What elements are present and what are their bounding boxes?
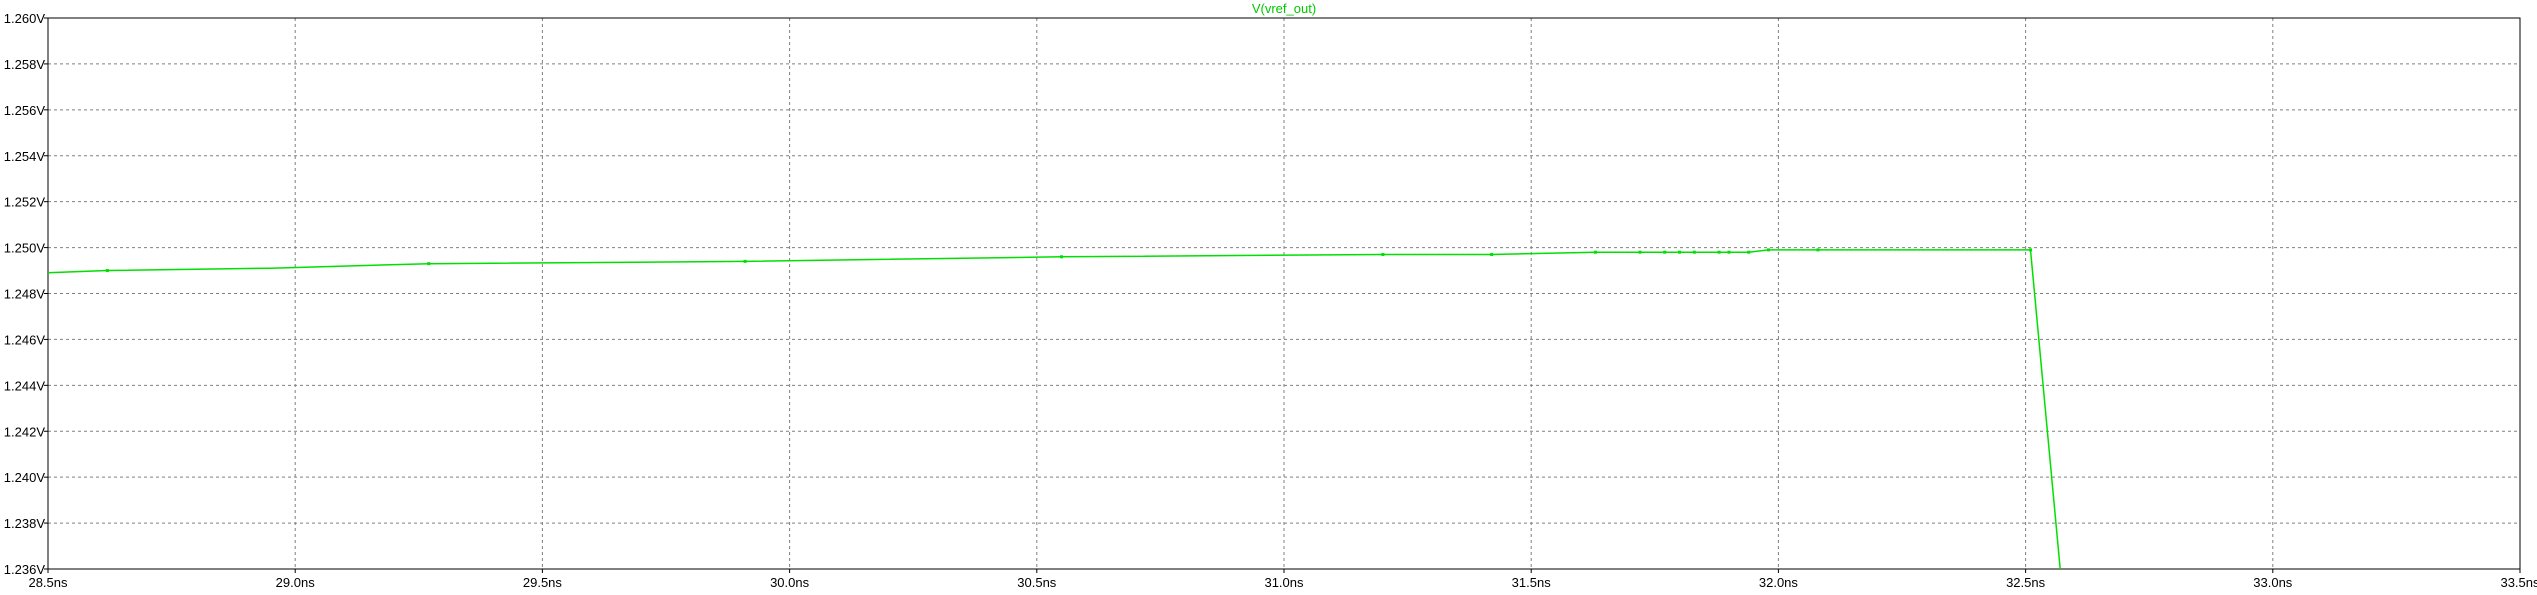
x-tick-label: 31.5ns	[1512, 575, 1552, 590]
x-tick-label: 30.0ns	[770, 575, 810, 590]
y-tick-label: 1.260V	[4, 11, 46, 26]
y-tick-label: 1.238V	[4, 516, 46, 531]
data-point-marker	[1747, 250, 1751, 254]
series-line-vref-out	[47, 249, 2061, 570]
data-point-marker	[743, 259, 747, 263]
y-tick-label: 1.250V	[4, 241, 46, 256]
y-tick-label: 1.256V	[4, 103, 46, 118]
data-point-marker	[427, 262, 431, 266]
data-point-marker	[1663, 250, 1667, 254]
data-point-marker	[1767, 248, 1771, 252]
data-point-marker	[1678, 250, 1682, 254]
x-tick-label: 31.0ns	[1264, 575, 1304, 590]
y-tick-label: 1.252V	[4, 195, 46, 210]
data-point-marker	[1638, 250, 1642, 254]
data-point-marker	[1490, 252, 1494, 256]
y-tick-label: 1.240V	[4, 470, 46, 485]
y-tick-label: 1.236V	[4, 562, 46, 577]
y-tick-label: 1.244V	[4, 378, 46, 393]
axis-tick-labels: 28.5ns 29.0ns 29.5ns 30.0ns 30.5ns 31.0ns 31.5…	[4, 11, 2537, 590]
grid-lines	[48, 18, 2520, 569]
data-point-marker	[1717, 250, 1721, 254]
x-tick-label: 30.5ns	[1017, 575, 1057, 590]
y-tick-label: 1.248V	[4, 287, 46, 302]
y-tick-label: 1.254V	[4, 149, 46, 164]
y-tick-label: 1.246V	[4, 332, 46, 347]
data-point-marker	[1381, 252, 1385, 256]
data-point-marker	[105, 269, 109, 273]
data-point-marker	[1816, 248, 1820, 252]
data-point-marker	[2029, 248, 2033, 252]
x-tick-label: 32.5ns	[2006, 575, 2046, 590]
chart-title: V(vref_out)	[1252, 1, 1316, 16]
x-tick-label: 29.0ns	[276, 575, 316, 590]
data-point-marker	[1692, 250, 1696, 254]
trace-layer	[47, 248, 2061, 570]
x-tick-label: 33.0ns	[2253, 575, 2293, 590]
data-point-marker	[1727, 250, 1731, 254]
x-tick-label: 29.5ns	[523, 575, 563, 590]
data-point-marker	[1593, 250, 1597, 254]
x-tick-label: 32.0ns	[1759, 575, 1799, 590]
x-tick-label: 28.5ns	[28, 575, 68, 590]
y-tick-label: 1.258V	[4, 57, 46, 72]
data-point-marker	[1060, 255, 1064, 259]
x-tick-label: 33.5ns	[2500, 575, 2537, 590]
y-tick-label: 1.242V	[4, 424, 46, 439]
